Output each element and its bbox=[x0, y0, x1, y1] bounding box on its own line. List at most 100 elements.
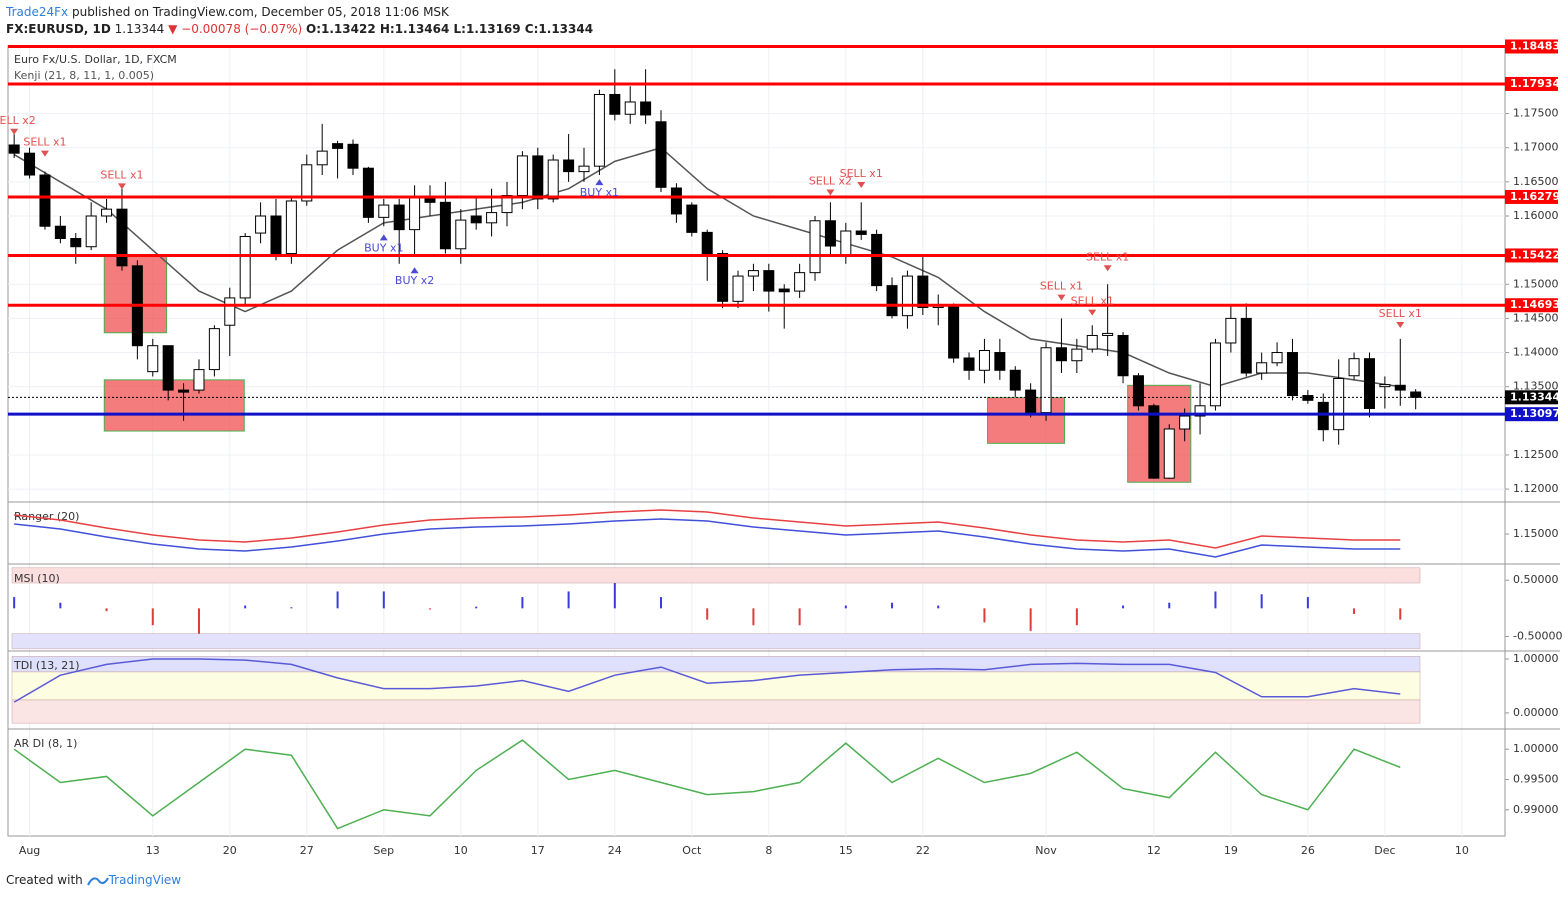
y-tick-label: 0.00000 bbox=[1513, 706, 1559, 719]
level-label: 1.13097 bbox=[1510, 407, 1560, 420]
candle-body bbox=[732, 275, 744, 302]
candle-body bbox=[255, 215, 267, 234]
signal-label: SELL x2 bbox=[809, 175, 852, 188]
bar bbox=[567, 591, 570, 609]
header: Trade24Fx published on TradingView.com, … bbox=[6, 4, 593, 38]
price-label-box bbox=[1505, 390, 1558, 405]
y-tick-label: 1.00000 bbox=[1513, 652, 1559, 665]
logo[interactable]: TradingView bbox=[108, 873, 182, 887]
x-tick-label: Oct bbox=[682, 844, 702, 857]
candle-body bbox=[301, 164, 313, 202]
signal-label: SELL x1 bbox=[100, 168, 143, 181]
bar bbox=[382, 591, 385, 609]
bar bbox=[1399, 608, 1402, 620]
candle-body bbox=[239, 235, 251, 299]
bar bbox=[1122, 605, 1125, 609]
header-line: FX:EURUSD, 1D 1.13344 ▼ −0.00078 (−0.07%… bbox=[6, 21, 593, 38]
signal-label: SELL x1 bbox=[1040, 280, 1083, 293]
bar bbox=[336, 591, 339, 609]
candle-body bbox=[809, 220, 821, 274]
x-tick-label: 19 bbox=[1224, 844, 1238, 857]
candle-body bbox=[609, 93, 621, 115]
candle-body bbox=[1132, 375, 1144, 407]
bar bbox=[1214, 591, 1217, 609]
signal-label: BUY x1 bbox=[364, 241, 403, 254]
price-label: 1.13344 bbox=[1510, 390, 1560, 403]
x-tick-label: Dec bbox=[1374, 844, 1395, 857]
pane-subtitle: Kenji (21, 8, 11, 1, 0.005) bbox=[14, 69, 154, 82]
bar bbox=[1306, 597, 1309, 609]
y-tick-label: 1.00000 bbox=[1513, 742, 1559, 755]
candle-body bbox=[593, 93, 605, 167]
candle-body bbox=[1071, 348, 1083, 362]
candle-body bbox=[455, 219, 467, 250]
candle-body bbox=[8, 144, 20, 154]
brand[interactable]: Trade24Fx bbox=[6, 5, 69, 19]
candle-body bbox=[994, 352, 1006, 371]
band bbox=[11, 699, 1421, 724]
y-tick-label: 1.12000 bbox=[1513, 482, 1559, 495]
bar bbox=[937, 605, 940, 609]
candle-body bbox=[1040, 347, 1052, 414]
signal-arrow bbox=[1088, 309, 1097, 316]
signal-arrow bbox=[826, 189, 835, 196]
band bbox=[11, 633, 1421, 650]
level-label: 1.17934 bbox=[1510, 77, 1560, 90]
level-label: 1.18483 bbox=[1510, 39, 1560, 52]
x-tick-label: 10 bbox=[454, 844, 468, 857]
candle-body bbox=[717, 253, 729, 302]
bar bbox=[151, 608, 154, 626]
header-line: Trade24Fx published on TradingView.com, … bbox=[6, 4, 593, 21]
x-tick-label: 26 bbox=[1301, 844, 1315, 857]
candle-body bbox=[1240, 317, 1252, 374]
signal-label: BUY x2 bbox=[395, 274, 434, 287]
candle-body bbox=[1025, 389, 1037, 414]
bar bbox=[891, 602, 894, 609]
candle-body bbox=[516, 155, 528, 197]
signal-arrow bbox=[1057, 294, 1066, 301]
candle-body bbox=[393, 204, 405, 231]
series-line bbox=[13, 146, 1401, 388]
candle-body bbox=[439, 201, 451, 250]
x-tick-label: 17 bbox=[531, 844, 545, 857]
bar bbox=[844, 605, 847, 609]
candle-body bbox=[1117, 334, 1129, 377]
signal-label: SELL x1 bbox=[840, 167, 883, 180]
bar bbox=[983, 608, 986, 623]
candle-body bbox=[886, 285, 898, 317]
candle-body bbox=[116, 208, 128, 267]
pane-title: MSI (10) bbox=[14, 572, 60, 585]
zone bbox=[103, 379, 245, 432]
x-tick-label: 12 bbox=[1147, 844, 1161, 857]
bar bbox=[613, 583, 616, 609]
candle-body bbox=[409, 196, 421, 231]
candle-body bbox=[1148, 405, 1160, 479]
published: published on TradingView.com, December 0… bbox=[71, 5, 449, 19]
candle-body bbox=[39, 174, 51, 227]
level-label-box bbox=[1505, 248, 1558, 263]
candle-body bbox=[978, 349, 990, 371]
x-tick-label: 22 bbox=[916, 844, 930, 857]
bar bbox=[706, 608, 709, 620]
signal-arrow bbox=[595, 179, 604, 186]
candle-body bbox=[563, 159, 575, 173]
candle-body bbox=[1055, 347, 1067, 362]
bar bbox=[1029, 608, 1032, 631]
candle-body bbox=[347, 143, 359, 169]
candle-body bbox=[686, 204, 698, 233]
signal-label: SELL x1 bbox=[1086, 250, 1129, 263]
signal-arrow bbox=[379, 234, 388, 241]
level-label-box bbox=[1505, 407, 1558, 422]
bar bbox=[1075, 608, 1078, 626]
y-tick-label: 1.12500 bbox=[1513, 448, 1559, 461]
y-tick-label: 1.17000 bbox=[1513, 141, 1559, 154]
created: Created with bbox=[6, 873, 83, 887]
y-tick-label: 1.15000 bbox=[1513, 527, 1559, 540]
candle-body bbox=[470, 215, 482, 224]
candle-body bbox=[1410, 391, 1422, 398]
candle-body bbox=[948, 305, 960, 359]
candle-body bbox=[547, 159, 559, 200]
signal-arrow bbox=[117, 183, 126, 190]
candle-body bbox=[316, 150, 328, 166]
candle-body bbox=[1394, 384, 1406, 391]
